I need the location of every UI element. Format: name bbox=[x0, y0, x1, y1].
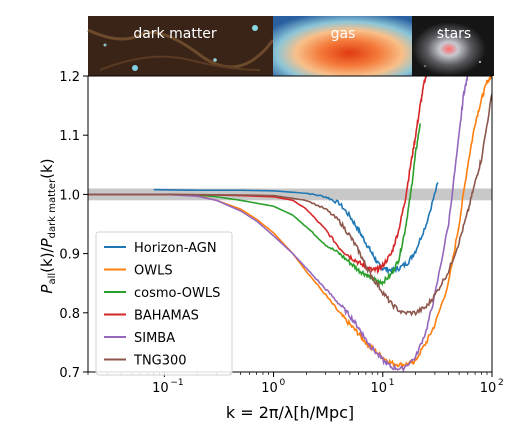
y-tick-label: 1.2 bbox=[59, 70, 80, 85]
image-strip: dark matter gas stars bbox=[87, 16, 494, 76]
y-tick-label: 0.7 bbox=[59, 366, 80, 381]
gas-image bbox=[273, 16, 412, 76]
series-line-tng300 bbox=[88, 93, 492, 317]
series-line-cosmo-owls bbox=[88, 123, 421, 287]
y-tick-label: 0.8 bbox=[59, 307, 80, 322]
reference-band bbox=[88, 188, 492, 201]
x-tick-label: 10 bbox=[261, 381, 278, 396]
stars-label: stars bbox=[437, 26, 471, 42]
series-line-horizon-agn bbox=[153, 182, 439, 275]
series-line-owls bbox=[88, 76, 492, 370]
x-tick-exponent: 1 bbox=[389, 378, 395, 388]
dark-matter-label: dark matter bbox=[133, 26, 217, 42]
plot-frame bbox=[87, 75, 493, 373]
x-tick-label: 10 bbox=[371, 381, 388, 396]
dark-matter-image bbox=[87, 16, 275, 76]
stars-image bbox=[412, 16, 494, 76]
y-tick-label: 1.0 bbox=[59, 188, 80, 203]
legend-label: TNG300 bbox=[133, 354, 187, 369]
legend: Horizon-AGN OWLS cosmo-OWLS BAHAMAS SIMBA TNG… bbox=[95, 231, 233, 376]
x-axis-label: k = 2π/λ[h/Mpc] bbox=[226, 403, 354, 422]
x-tick-exponent: 2 bbox=[498, 378, 504, 388]
y-tick-label: 0.9 bbox=[59, 248, 80, 263]
legend-label: cosmo-OWLS bbox=[134, 286, 220, 301]
legend-label: Horizon-AGN bbox=[134, 241, 217, 256]
legend-box bbox=[95, 231, 233, 376]
y-axis-label: Pall(k)/Pdark matter(k) bbox=[38, 158, 58, 293]
x-axis: 10 −1 10 0 10 1 10 2 bbox=[87, 372, 504, 396]
x-tick-label: 10 bbox=[152, 381, 169, 396]
y-axis: 0.7 0.8 0.9 1.0 1.1 1.2 bbox=[59, 70, 88, 381]
legend-label: OWLS bbox=[134, 264, 173, 279]
x-tick-label: 10 bbox=[480, 381, 497, 396]
gas-label: gas bbox=[331, 26, 356, 42]
x-tick-exponent: −1 bbox=[170, 378, 183, 388]
series-layer bbox=[88, 76, 492, 372]
y-tick-label: 1.1 bbox=[59, 129, 80, 144]
x-tick-exponent: 0 bbox=[280, 378, 286, 388]
legend-label: BAHAMAS bbox=[134, 309, 199, 324]
legend-label: SIMBA bbox=[134, 331, 175, 346]
